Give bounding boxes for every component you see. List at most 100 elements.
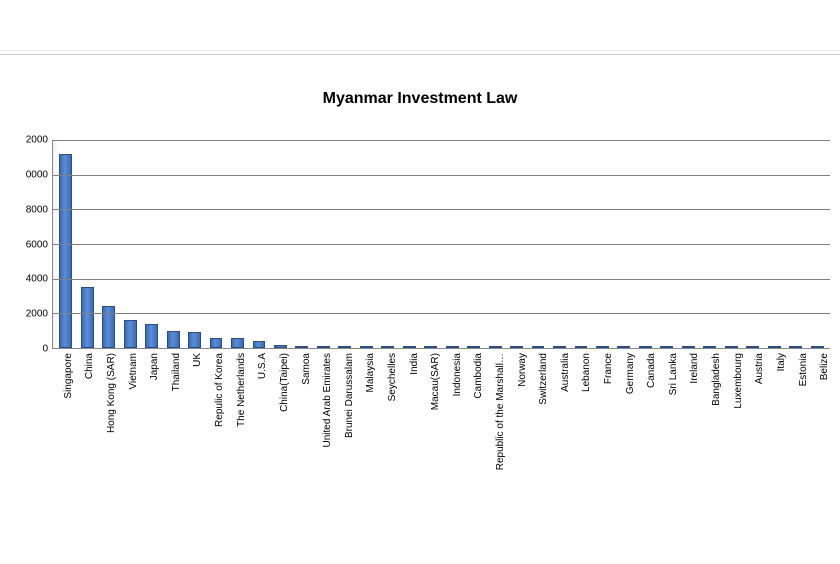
x-label-slot: Samoa xyxy=(290,349,312,529)
bar xyxy=(403,346,416,348)
x-label-slot: Hong Kong (SAR) xyxy=(95,349,117,529)
x-label-slot: Canada xyxy=(635,349,657,529)
bar xyxy=(231,338,244,348)
gridline xyxy=(53,279,830,280)
x-tick-label: China(Taipei) xyxy=(279,353,290,412)
x-axis-labels: Singapore China Hong Kong (SAR) VietnamJapa… xyxy=(52,349,830,529)
x-tick-label: Switzerland xyxy=(538,353,549,405)
bar xyxy=(317,346,330,348)
bar xyxy=(746,346,759,348)
x-tick-label: Belize xyxy=(819,353,830,380)
x-label-slot: Republic of the Marshall… xyxy=(484,349,506,529)
bar xyxy=(210,338,223,348)
plot-area xyxy=(52,140,830,349)
x-tick-label: Singapore xyxy=(63,353,74,399)
x-tick-label: Samoa xyxy=(301,353,312,385)
bar xyxy=(660,346,673,348)
x-label-slot: China(Taipei) xyxy=(268,349,290,529)
y-tick-label: 0000 xyxy=(26,169,48,180)
x-tick-label: Estonia xyxy=(798,353,809,386)
x-label-slot: Australia xyxy=(549,349,571,529)
x-tick-label: Italy xyxy=(776,353,787,371)
x-tick-label: Republic of the Marshall… xyxy=(495,353,506,470)
x-label-slot: China xyxy=(74,349,96,529)
x-label-slot: Malaysia xyxy=(355,349,377,529)
x-label-slot: Singapore xyxy=(52,349,74,529)
x-label-slot: Luxembourg xyxy=(722,349,744,529)
chart-container: Myanmar Investment Law 02000400060008000… xyxy=(0,70,840,564)
x-tick-label: Brunei Darussalam xyxy=(344,353,355,438)
x-tick-label: China xyxy=(84,353,95,379)
bar xyxy=(424,346,437,348)
bar xyxy=(639,346,652,348)
bar xyxy=(811,346,824,348)
bar xyxy=(532,346,545,348)
x-label-slot: Sri Lanka xyxy=(657,349,679,529)
x-label-slot: The Netherlands xyxy=(225,349,247,529)
x-label-slot: Bangladesh xyxy=(700,349,722,529)
y-tick-label: 0 xyxy=(42,344,48,355)
divider xyxy=(0,50,840,51)
x-label-slot: Repulic of Korea xyxy=(203,349,225,529)
x-tick-label: Ireland xyxy=(689,353,700,384)
bar xyxy=(553,346,566,348)
chart-title: Myanmar Investment Law xyxy=(0,90,840,108)
x-label-slot: Thailand xyxy=(160,349,182,529)
x-tick-label: Malaysia xyxy=(365,353,376,392)
bar xyxy=(703,346,716,348)
bar xyxy=(360,346,373,348)
x-tick-label: Canada xyxy=(646,353,657,388)
page: Myanmar Investment Law 02000400060008000… xyxy=(0,0,840,564)
x-label-slot: Switzerland xyxy=(527,349,549,529)
divider xyxy=(0,54,840,55)
bar xyxy=(274,345,287,348)
x-tick-label: UK xyxy=(192,353,203,367)
x-tick-label: Hong Kong (SAR) xyxy=(106,353,117,433)
x-tick-label: United Arab Emirates xyxy=(322,353,333,448)
bar xyxy=(253,341,266,348)
y-tick-label: 4000 xyxy=(26,274,48,285)
x-label-slot: Brunei Darussalam xyxy=(333,349,355,529)
x-label-slot: UK xyxy=(182,349,204,529)
gridline xyxy=(53,209,830,210)
x-tick-label: Cambodia xyxy=(473,353,484,399)
bar xyxy=(381,346,394,348)
x-label-slot: Macau(SAR) xyxy=(419,349,441,529)
x-label-slot: France xyxy=(592,349,614,529)
y-tick-label: 6000 xyxy=(26,239,48,250)
x-tick-label: India xyxy=(409,353,420,375)
x-tick-label: Sri Lanka xyxy=(668,353,679,395)
bar xyxy=(682,346,695,348)
bar xyxy=(596,346,609,348)
x-label-slot: Norway xyxy=(506,349,528,529)
x-label-slot: India xyxy=(398,349,420,529)
x-tick-label: Germany xyxy=(625,353,636,394)
x-tick-label: Austria xyxy=(754,353,765,384)
x-label-slot: Austria xyxy=(744,349,766,529)
bar xyxy=(338,346,351,348)
gridline xyxy=(53,175,830,176)
x-tick-label: Indonesia xyxy=(452,353,463,396)
x-label-slot: Cambodia xyxy=(463,349,485,529)
bar xyxy=(617,346,630,348)
x-label-slot: Japan xyxy=(138,349,160,529)
bar xyxy=(489,346,502,348)
bar xyxy=(446,346,459,348)
x-tick-label: Vietnam xyxy=(128,353,139,390)
bar xyxy=(575,346,588,348)
x-label-slot: Lebanon xyxy=(571,349,593,529)
bar xyxy=(81,287,94,348)
x-tick-label: Lebanon xyxy=(581,353,592,392)
x-tick-label: Thailand xyxy=(171,353,182,391)
bar xyxy=(725,346,738,348)
bar xyxy=(768,346,781,348)
gridline xyxy=(53,313,830,314)
y-tick-label: 2000 xyxy=(26,309,48,320)
x-tick-label: Luxembourg xyxy=(733,353,744,409)
x-label-slot: Seychelles xyxy=(376,349,398,529)
bar xyxy=(510,346,523,348)
x-tick-label: Macau(SAR) xyxy=(430,353,441,410)
x-tick-label: Norway xyxy=(517,353,528,387)
plot-wrap: 0200040006000800000002000 SingaporeChina… xyxy=(18,140,830,529)
bar xyxy=(145,324,158,348)
